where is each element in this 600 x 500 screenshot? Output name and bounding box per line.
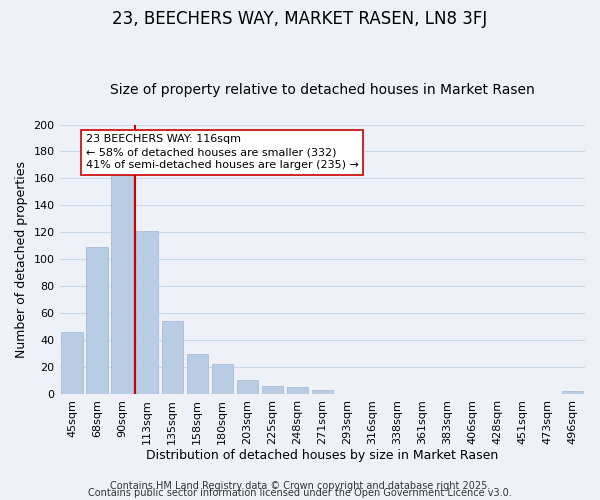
- Y-axis label: Number of detached properties: Number of detached properties: [15, 161, 28, 358]
- Bar: [86, 247, 108, 394]
- Bar: [61, 332, 83, 394]
- Bar: [562, 392, 583, 394]
- Bar: [112, 170, 133, 394]
- Text: 23, BEECHERS WAY, MARKET RASEN, LN8 3FJ: 23, BEECHERS WAY, MARKET RASEN, LN8 3FJ: [112, 10, 488, 28]
- Bar: [212, 364, 233, 394]
- Bar: [287, 387, 308, 394]
- Bar: [136, 231, 158, 394]
- Text: Contains HM Land Registry data © Crown copyright and database right 2025.: Contains HM Land Registry data © Crown c…: [110, 481, 490, 491]
- X-axis label: Distribution of detached houses by size in Market Rasen: Distribution of detached houses by size …: [146, 450, 499, 462]
- Text: Contains public sector information licensed under the Open Government Licence v3: Contains public sector information licen…: [88, 488, 512, 498]
- Title: Size of property relative to detached houses in Market Rasen: Size of property relative to detached ho…: [110, 83, 535, 97]
- Bar: [262, 386, 283, 394]
- Bar: [311, 390, 333, 394]
- Bar: [161, 321, 183, 394]
- Text: 23 BEECHERS WAY: 116sqm
← 58% of detached houses are smaller (332)
41% of semi-d: 23 BEECHERS WAY: 116sqm ← 58% of detache…: [86, 134, 359, 170]
- Bar: [236, 380, 258, 394]
- Bar: [187, 354, 208, 394]
